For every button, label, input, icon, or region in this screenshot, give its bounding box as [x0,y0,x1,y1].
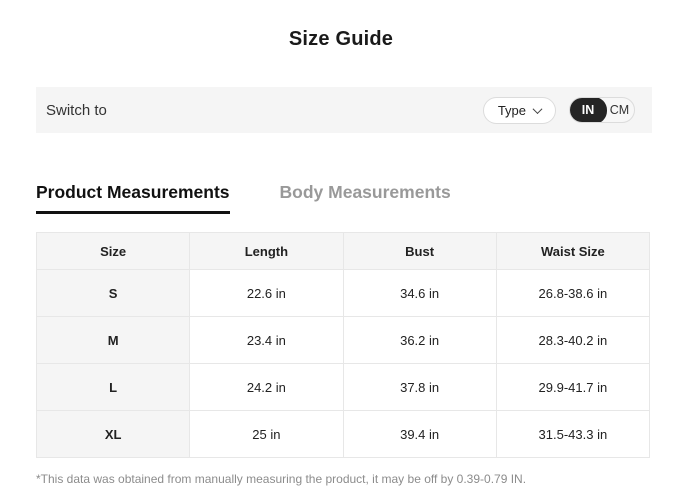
unit-toggle-cm[interactable]: CM [609,103,630,117]
size-cell: L [35,363,191,411]
column-header-length: Length [189,232,344,270]
table-row: S 22.6 in 34.6 in 26.8-38.6 in [35,269,651,317]
measurement-tabs: Product Measurements Body Measurements [36,182,650,214]
switch-to-label: Switch to [46,101,107,119]
measurement-cell: 23.4 in [189,316,344,364]
unit-toggle-in[interactable]: IN [570,98,607,122]
type-dropdown-label: Type [497,102,526,118]
chevron-down-icon [532,103,543,114]
measurement-cell: 26.8-38.6 in [495,269,651,317]
table-row: M 23.4 in 36.2 in 28.3-40.2 in [35,316,651,364]
tab-body-measurements[interactable]: Body Measurements [279,182,451,202]
measurement-cell: 22.6 in [189,269,344,317]
tab-product-measurements[interactable]: Product Measurements [36,182,230,214]
size-table-container: Size Length Bust Waist Size S 22.6 in 34.6 in… [35,232,651,458]
measurement-cell: 39.4 in [342,410,497,458]
size-table-body: S 22.6 in 34.6 in 26.8-38.6 in M 23.4 in 36.2 … [35,269,651,458]
measurement-cell: 24.2 in [189,363,344,411]
measurement-cell: 29.9-41.7 in [495,363,651,411]
unit-toggle: IN CM [569,97,635,123]
measurement-cell: 28.3-40.2 in [495,316,651,364]
measurement-cell: 34.6 in [342,269,497,317]
table-row: L 24.2 in 37.8 in 29.9-41.7 in [35,363,651,411]
table-row: XL 25 in 39.4 in 31.5-43.3 in [35,410,651,458]
size-cell: XL [35,410,191,458]
measurement-cell: 25 in [189,410,344,458]
type-dropdown-button[interactable]: Type [482,96,556,124]
switch-bar: Switch to Type IN CM [36,87,652,133]
size-table: Size Length Bust Waist Size S 22.6 in 34.6 in… [35,232,651,458]
column-header-waist-size: Waist Size [495,232,651,270]
switch-controls: Type IN CM [482,96,635,124]
measurement-cell: 37.8 in [342,363,497,411]
column-header-size: Size [35,232,191,270]
measurement-cell: 36.2 in [342,316,497,364]
measurement-disclaimer: *This data was obtained from manually me… [36,472,527,486]
page-title: Size Guide [288,28,394,50]
table-header-row: Size Length Bust Waist Size [35,232,651,270]
measurement-cell: 31.5-43.3 in [495,410,651,458]
size-cell: S [35,269,191,317]
column-header-bust: Bust [342,232,497,270]
size-cell: M [35,316,191,364]
